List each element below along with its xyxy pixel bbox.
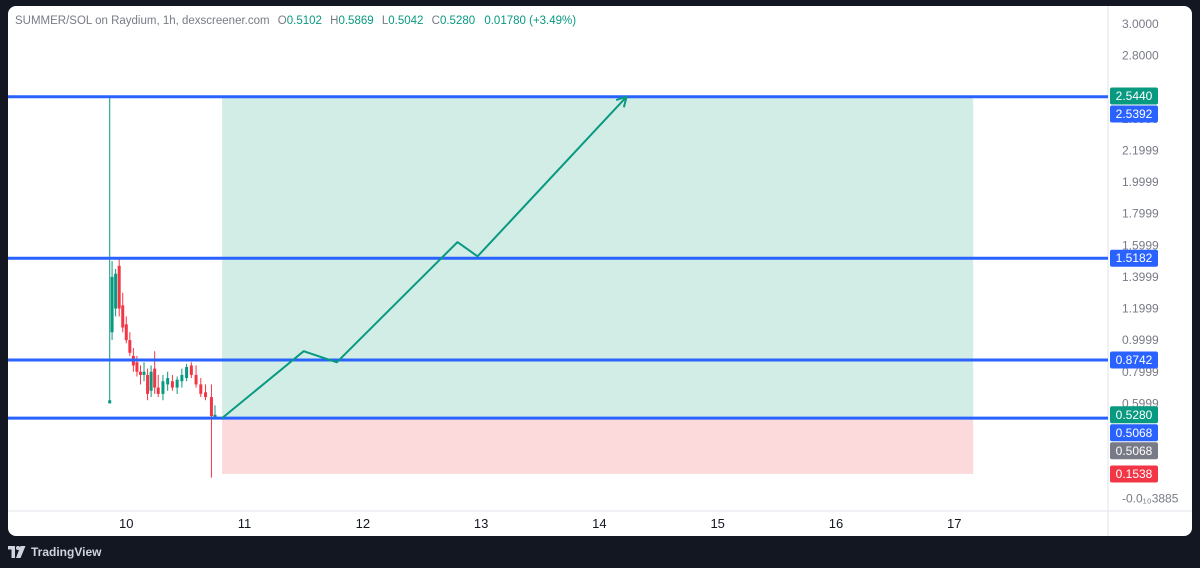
candle-body	[204, 392, 208, 398]
low-key: L	[381, 15, 389, 27]
close-value: 0.5280	[439, 15, 476, 27]
price-tag-label: 0.1538	[1116, 467, 1153, 481]
y-tick-label: 1.5999	[1122, 238, 1159, 252]
change-value: 0.01780 (+3.49%)	[484, 15, 577, 27]
tradingview-logo-icon	[8, 546, 26, 558]
x-tick-label: 14	[592, 516, 606, 531]
candle-body	[124, 324, 128, 341]
price-tag-label: 1.5182	[1116, 251, 1153, 265]
y-tick-label: 2.8000	[1122, 49, 1159, 63]
price-tag-label: 0.5068	[1116, 426, 1153, 440]
close-key: C	[431, 15, 440, 27]
y-tick-label: 2.1999	[1122, 143, 1159, 157]
chart-pane[interactable]: 3.00002.80002.39992.19991.99991.79991.59…	[8, 6, 1192, 536]
candle-body	[175, 379, 179, 388]
x-tick-label: 16	[829, 516, 843, 531]
y-tick-label: 1.9999	[1122, 175, 1159, 189]
price-tag-label: 0.5068	[1116, 444, 1153, 458]
symbol-label: SUMMER/SOL on Raydium, 1h, dexscreener.c…	[15, 15, 270, 27]
candle-body	[180, 374, 184, 382]
price-tag-label: 0.8742	[1116, 353, 1153, 367]
ohlc-legend: SUMMER/SOL on Raydium, 1h, dexscreener.c…	[15, 15, 576, 27]
candle-body	[185, 367, 189, 379]
price-tag-label: 2.5440	[1116, 89, 1153, 103]
candle-body	[121, 305, 125, 328]
candle-body	[194, 374, 198, 385]
x-tick-label: 12	[356, 516, 370, 531]
y-tick-label: -0.0₁₀3885	[1122, 491, 1179, 505]
candle-body	[117, 265, 121, 309]
candle-body	[189, 365, 193, 375]
candle-body	[149, 371, 153, 391]
price-tag	[1110, 351, 1158, 369]
candle-body	[108, 400, 112, 404]
candle-body	[114, 273, 118, 309]
candle-body	[142, 371, 146, 375]
candle-body	[161, 381, 165, 394]
candle-body	[128, 340, 132, 353]
x-tick-label: 11	[238, 516, 252, 531]
candle-body	[146, 374, 150, 394]
price-tag	[1110, 465, 1158, 483]
candle-body	[170, 381, 174, 388]
price-tag	[1110, 424, 1158, 442]
open-value: 0.5102	[286, 15, 322, 27]
y-tick-label: 1.3999	[1122, 270, 1159, 284]
high-value: 0.5869	[338, 15, 374, 27]
price-tag	[1110, 406, 1158, 424]
loss-zone	[222, 418, 974, 474]
candle-body	[209, 397, 213, 417]
candle-body	[156, 387, 160, 394]
candle-body	[153, 368, 157, 388]
projection-arrowhead	[615, 95, 628, 108]
high-key: H	[330, 15, 339, 27]
x-tick-label: 13	[474, 516, 488, 531]
candle-body	[199, 384, 203, 394]
low-value: 0.5042	[388, 15, 424, 27]
y-tick-label: 1.7999	[1122, 207, 1159, 221]
price-tag-label: 2.5392	[1116, 107, 1153, 121]
candle-body	[135, 362, 139, 372]
tradingview-brand-label: TradingView	[31, 545, 102, 559]
projection-path	[221, 95, 628, 419]
x-tick-label: 17	[947, 516, 961, 531]
y-tick-label: 3.0000	[1122, 17, 1159, 31]
price-tag	[1110, 442, 1158, 460]
footer-branding[interactable]: TradingView	[8, 542, 101, 562]
price-tag-label: 0.5280	[1116, 408, 1153, 422]
price-tag	[1110, 87, 1158, 105]
open-key: O	[277, 15, 287, 27]
x-tick-label: 10	[119, 516, 133, 531]
x-tick-label: 15	[710, 516, 724, 531]
candle-body	[110, 276, 114, 333]
chart-canvas[interactable]: 3.00002.80002.39992.19991.99991.79991.59…	[8, 6, 1192, 536]
price-tag	[1110, 249, 1158, 267]
candle-body	[138, 371, 142, 375]
candle-body	[213, 414, 217, 418]
price-tag	[1110, 105, 1158, 123]
y-tick-label: 1.1999	[1122, 302, 1159, 316]
candle-body	[166, 378, 170, 385]
y-tick-label: 0.9999	[1122, 333, 1159, 347]
